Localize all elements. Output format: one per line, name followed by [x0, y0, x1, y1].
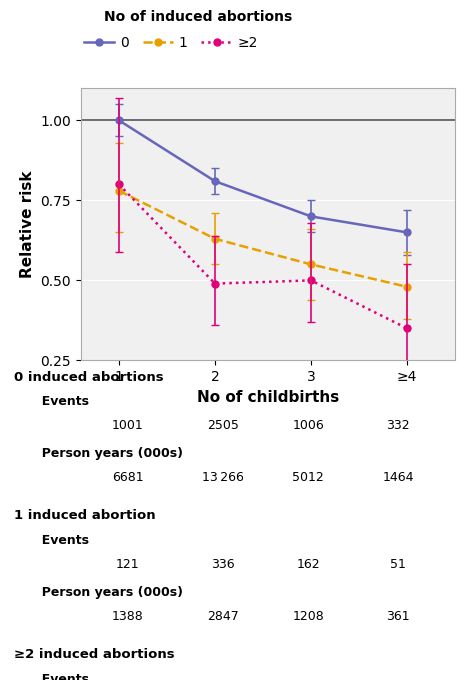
Text: 1388: 1388: [112, 610, 144, 623]
Text: Person years (000s): Person years (000s): [33, 447, 183, 460]
Text: 6681: 6681: [112, 471, 144, 484]
Text: 336: 336: [211, 558, 235, 571]
Text: 1 induced abortion: 1 induced abortion: [14, 509, 156, 522]
Text: 332: 332: [386, 420, 410, 432]
Text: No of induced abortions: No of induced abortions: [104, 10, 292, 24]
Text: 5012: 5012: [292, 471, 324, 484]
Text: 2847: 2847: [207, 610, 238, 623]
Text: 2505: 2505: [207, 420, 239, 432]
Text: 1208: 1208: [292, 610, 324, 623]
Text: Events: Events: [33, 396, 89, 409]
Text: 162: 162: [296, 558, 320, 571]
Text: Events: Events: [33, 673, 89, 680]
Legend: 0, 1, ≥2: 0, 1, ≥2: [84, 35, 258, 50]
Text: 0 induced abortions: 0 induced abortions: [14, 371, 164, 384]
Text: ≥2 induced abortions: ≥2 induced abortions: [14, 648, 175, 661]
Text: 121: 121: [116, 558, 140, 571]
Text: 51: 51: [390, 558, 406, 571]
Text: 1464: 1464: [383, 471, 414, 484]
X-axis label: No of childbirths: No of childbirths: [197, 390, 339, 405]
Text: 361: 361: [386, 610, 410, 623]
Text: 1001: 1001: [112, 420, 144, 432]
Text: 1006: 1006: [292, 420, 324, 432]
Text: Events: Events: [33, 534, 89, 547]
Text: Person years (000s): Person years (000s): [33, 585, 183, 599]
Y-axis label: Relative risk: Relative risk: [19, 171, 35, 278]
Text: 13 266: 13 266: [202, 471, 244, 484]
